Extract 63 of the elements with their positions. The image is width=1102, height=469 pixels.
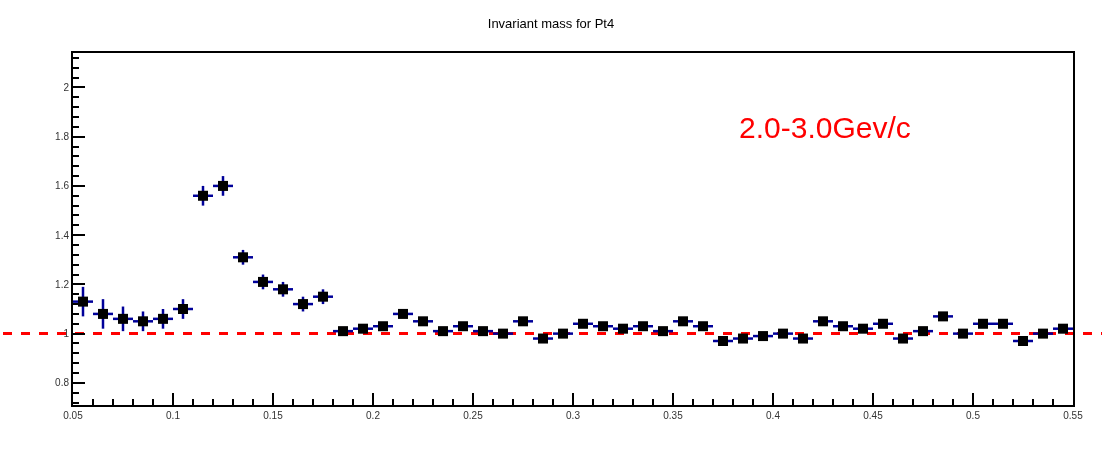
x-tick-label: 0.5: [966, 410, 981, 421]
x-tick-label: 0.25: [463, 410, 484, 421]
point: [98, 308, 108, 319]
annotation: 2.0-3.0Gev/c: [739, 111, 911, 144]
y-tick-label: 0.8: [55, 377, 70, 389]
point: [818, 316, 828, 327]
point: [518, 316, 528, 327]
point: [1038, 328, 1048, 339]
x-tick-label: 0.1: [166, 410, 181, 421]
point: [858, 323, 868, 334]
x-tick-label: 0.55: [1063, 410, 1084, 421]
point: [918, 326, 928, 337]
point: [118, 313, 128, 324]
point: [378, 321, 388, 332]
point: [538, 333, 548, 344]
point: [698, 321, 708, 332]
point: [938, 311, 948, 322]
point: [578, 318, 588, 329]
x-tick-label: 0.45: [863, 410, 884, 421]
point: [658, 326, 668, 337]
point: [838, 321, 848, 332]
point: [998, 318, 1008, 329]
x-tick-label: 0.3: [566, 410, 581, 421]
x-tick-label: 0.05: [63, 410, 84, 421]
point: [758, 331, 768, 342]
y-tick-label: 2: [63, 81, 70, 93]
point: [78, 296, 88, 307]
point: [338, 326, 348, 337]
point: [258, 276, 268, 287]
point: [438, 326, 448, 337]
point: [458, 321, 468, 332]
point: [318, 291, 328, 302]
y-tick-label: 1.6: [55, 180, 70, 192]
point: [678, 316, 688, 327]
point: [278, 284, 288, 295]
y-tick-label: 1.2: [55, 278, 70, 290]
y-tick-label: 1.4: [55, 229, 70, 241]
x-tick-label: 0.15: [263, 410, 284, 421]
point: [398, 308, 408, 319]
x-tick-label: 0.35: [663, 410, 684, 421]
x-tick-label: 0.2: [366, 410, 381, 421]
point: [1058, 323, 1068, 334]
y-tick-label: 1.8: [55, 131, 70, 143]
chart-title: Invariant mass for Pt4: [487, 15, 615, 31]
point: [298, 299, 308, 310]
point: [798, 333, 808, 344]
point: [958, 328, 968, 339]
y-tick-label: 1: [63, 328, 70, 340]
point: [598, 321, 608, 332]
point: [898, 333, 908, 344]
point: [878, 318, 888, 329]
point: [778, 328, 788, 339]
point: [558, 328, 568, 339]
point: [498, 328, 508, 339]
point: [618, 323, 628, 334]
point: [418, 316, 428, 327]
x-tick-label: 0.4: [766, 410, 781, 421]
point: [978, 318, 988, 329]
point: [478, 326, 488, 337]
point: [358, 323, 368, 334]
point: [638, 321, 648, 332]
point: [238, 252, 248, 263]
point: [738, 333, 748, 344]
